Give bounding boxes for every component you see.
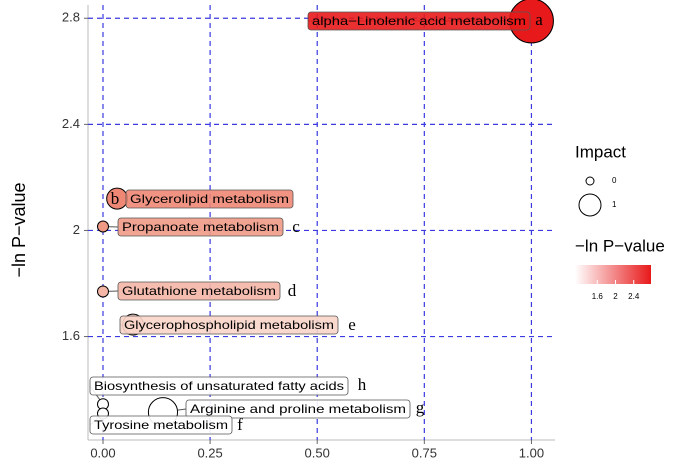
label-box bbox=[119, 315, 339, 335]
label-box bbox=[117, 217, 284, 237]
size-legend-circle bbox=[585, 176, 595, 186]
point bbox=[96, 220, 109, 233]
color-legend-title: −ln P−value bbox=[575, 236, 665, 255]
label-box bbox=[185, 399, 411, 419]
color-bar bbox=[575, 265, 651, 284]
point-letter: b bbox=[111, 189, 120, 208]
point-letter: a bbox=[535, 10, 543, 29]
point-label: Glycerolipid metabolism bbox=[130, 192, 289, 206]
point-letter: e bbox=[348, 315, 356, 334]
point-letter: g bbox=[416, 398, 425, 417]
point-label: alpha−Linolenic acid metabolism bbox=[312, 14, 526, 28]
color-tick-label: 2.4 bbox=[628, 292, 640, 301]
label-box bbox=[125, 189, 294, 209]
point-label: Glutathione metabolism bbox=[122, 284, 276, 298]
point-letter: c bbox=[292, 217, 300, 236]
point-label: Arginine and proline metabolism bbox=[190, 402, 406, 416]
color-tick-label: 2 bbox=[613, 292, 618, 301]
point-letter: d bbox=[288, 281, 297, 300]
point-label: Tyrosine metabolism bbox=[94, 418, 228, 432]
point-label: Propanoate metabolism bbox=[122, 220, 279, 234]
size-legend-label: 1 bbox=[612, 200, 617, 209]
label-box bbox=[89, 415, 233, 435]
x-tick-label: 0.00 bbox=[90, 445, 115, 460]
x-tick-label: 0.50 bbox=[305, 445, 330, 460]
label-box bbox=[307, 11, 531, 31]
point-label: Glycerophospholipid metabolism bbox=[124, 318, 334, 332]
x-tick-label: 0.75 bbox=[412, 445, 437, 460]
y-tick-label: 1.6 bbox=[62, 328, 80, 343]
x-tick-label: 0.25 bbox=[197, 445, 222, 460]
point-letter: f bbox=[237, 415, 243, 434]
point-label: Biosynthesis of unsaturated fatty acids bbox=[94, 379, 344, 393]
y-tick-label: 2 bbox=[73, 222, 80, 237]
y-tick-label: 2.8 bbox=[62, 10, 80, 25]
label-box bbox=[117, 281, 281, 301]
color-tick-label: 1.6 bbox=[592, 292, 604, 301]
size-legend-label: 0 bbox=[612, 176, 617, 185]
y-tick-label: 2.4 bbox=[62, 116, 80, 131]
size-legend-title: Impact bbox=[575, 142, 626, 161]
size-legend-circle bbox=[578, 193, 602, 217]
point bbox=[96, 285, 109, 298]
y-axis-label: −ln P−value bbox=[9, 182, 29, 277]
x-tick-label: 1.00 bbox=[519, 445, 544, 460]
point-letter: h bbox=[358, 375, 367, 394]
label-box bbox=[89, 376, 349, 396]
